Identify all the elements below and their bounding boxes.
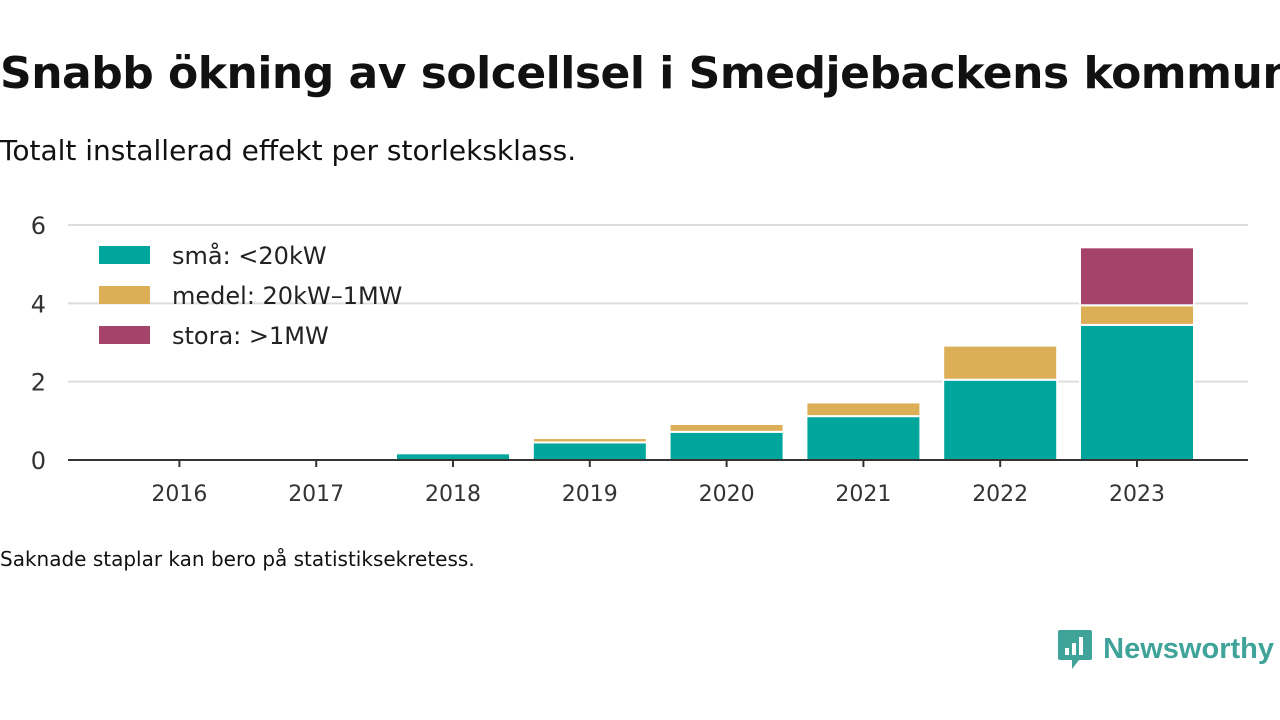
y-tick-label: 4 [31, 290, 46, 318]
bar-segment [942, 378, 1059, 462]
y-tick-label: 2 [31, 369, 46, 397]
y-tick-label: 6 [31, 212, 46, 240]
x-tick-label: 2018 [425, 482, 481, 507]
bar-segment [805, 415, 922, 461]
bars [395, 246, 1195, 462]
bar-segment [668, 430, 785, 461]
legend-label: medel: 20kW–1MW [172, 282, 402, 310]
bar-segment [805, 401, 922, 418]
newsworthy-logo-icon [1058, 630, 1093, 669]
y-tick-label: 0 [31, 447, 46, 475]
x-tick-label: 2022 [972, 482, 1028, 507]
bar-segment [668, 422, 785, 433]
legend-swatch [99, 326, 150, 344]
legend-label: stora: >1MW [172, 322, 329, 350]
x-tick-label: 2021 [835, 482, 891, 507]
legend-swatch [99, 246, 150, 264]
x-tick-label: 2023 [1109, 482, 1165, 507]
bar-segment [531, 437, 648, 444]
x-tick-label: 2020 [699, 482, 755, 507]
chart-subtitle: Totalt installerad effekt per storlekskl… [0, 134, 577, 167]
brand-logo: Newsworthy [1057, 628, 1274, 670]
x-tick-label: 2016 [151, 482, 207, 507]
bar-segment [1079, 246, 1195, 307]
bar-segment [1079, 323, 1195, 461]
brand-name: Newsworthy [1103, 632, 1274, 665]
legend-label: små: <20kW [172, 241, 327, 270]
stacked-bar-chart: 0 2 4 6 2016 2017 2018 2019 2020 2021 2022 2023 små… [31, 212, 1248, 507]
bar-segment [942, 344, 1059, 381]
x-tick-label: 2017 [288, 482, 344, 507]
bar-segment [531, 441, 648, 461]
legend: små: <20kW medel: 20kW–1MW stora: >1MW [99, 241, 402, 350]
footnote: Saknade staplar kan bero på statistiksek… [0, 547, 475, 571]
chart-title: Snabb ökning av solcellsel i Smedjebacke… [0, 48, 1280, 99]
axes: 0 2 4 6 2016 2017 2018 2019 2020 2021 2022 2023 [31, 212, 1248, 507]
bar-segment [1079, 304, 1195, 326]
legend-swatch [99, 286, 150, 304]
x-tick-label: 2019 [562, 482, 618, 507]
